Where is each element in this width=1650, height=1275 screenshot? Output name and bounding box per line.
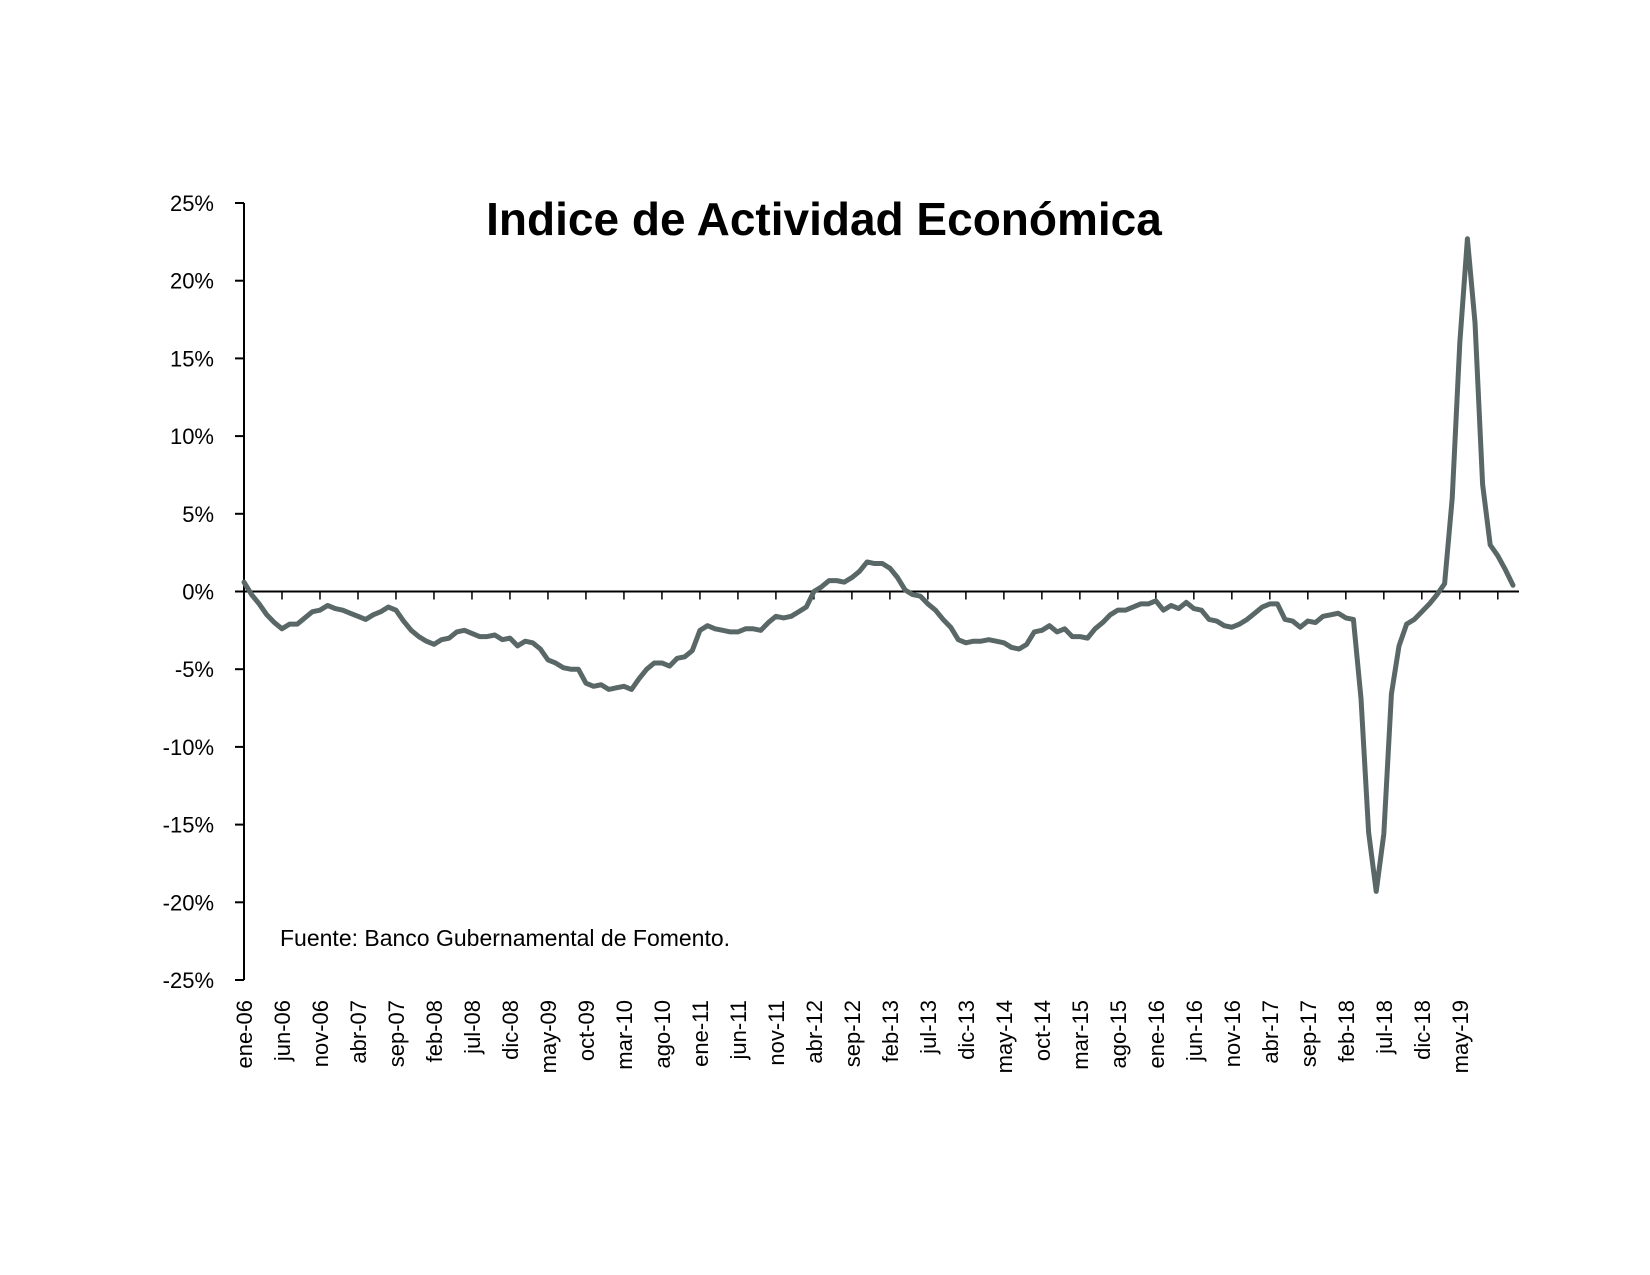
x-tick-label: abr-12 [802,1000,827,1064]
y-tick-label: 0% [182,580,214,605]
x-tick-label: nov-16 [1220,1000,1245,1067]
y-axis: 25% 20% 15% 10% 5% 0% -5% -10% -15% -20% -25% [163,191,245,993]
y-tick-label: -10% [163,735,214,760]
x-tick-label: sep-17 [1296,1000,1321,1067]
x-tick-label: may-09 [536,1000,561,1073]
x-tick-label: jul-08 [460,1000,485,1055]
x-tick-label: mar-10 [612,1000,637,1070]
x-tick-label: sep-12 [840,1000,865,1067]
x-tick-label: dic-13 [954,1000,979,1060]
x-tick-label: may-14 [992,1000,1017,1073]
x-tick-label: jul-13 [916,1000,941,1055]
x-tick-label: ago-15 [1106,1000,1131,1069]
x-tick-label: dic-18 [1410,1000,1435,1060]
y-tick-label: 15% [170,346,214,371]
x-tick-label: dic-08 [498,1000,523,1060]
x-axis: ene-06 jun-06 nov-06 abr-07 sep-07 feb-08 jul-… [232,590,1519,1073]
y-tick-label: -20% [163,890,214,915]
y-tick-label: 25% [170,191,214,216]
x-tick-label: jun-06 [270,1000,295,1062]
y-tick-label: 10% [170,424,214,449]
x-tick-label: ene-06 [232,1000,257,1069]
x-tick-label: feb-13 [878,1000,903,1062]
x-tick-label: ene-11 [688,1000,713,1067]
series-line [241,236,1516,894]
x-tick-label: abr-07 [346,1000,371,1064]
y-tick-label: -5% [175,657,214,682]
x-tick-label: mar-15 [1068,1000,1093,1070]
x-tick-label: jun-11 [726,1000,751,1061]
source-note: Fuente: Banco Gubernamental de Fomento. [280,925,730,951]
x-tick-label: nov-11 [764,1000,789,1066]
y-tick-label: 20% [170,269,214,294]
x-tick-label: may-19 [1448,1000,1473,1073]
chart-title: Indice de Actividad Económica [486,193,1162,245]
x-tick-label: jul-18 [1372,1000,1397,1055]
x-tick-label: ene-16 [1144,1000,1169,1069]
y-tick-label: 5% [182,502,214,527]
x-tick-label: abr-17 [1258,1000,1283,1064]
x-tick-label: jun-16 [1182,1000,1207,1062]
y-tick-label: -15% [163,813,214,838]
x-tick-label: feb-18 [1334,1000,1359,1062]
x-tick-label: nov-06 [308,1000,333,1067]
x-tick-label: ago-10 [650,1000,675,1069]
x-tick-label: oct-14 [1030,1000,1055,1061]
x-tick-label: oct-09 [574,1000,599,1061]
x-tick-label: sep-07 [384,1000,409,1067]
series-group [241,236,1516,894]
y-tick-label: -25% [163,968,214,993]
x-tick-label: feb-08 [422,1000,447,1062]
